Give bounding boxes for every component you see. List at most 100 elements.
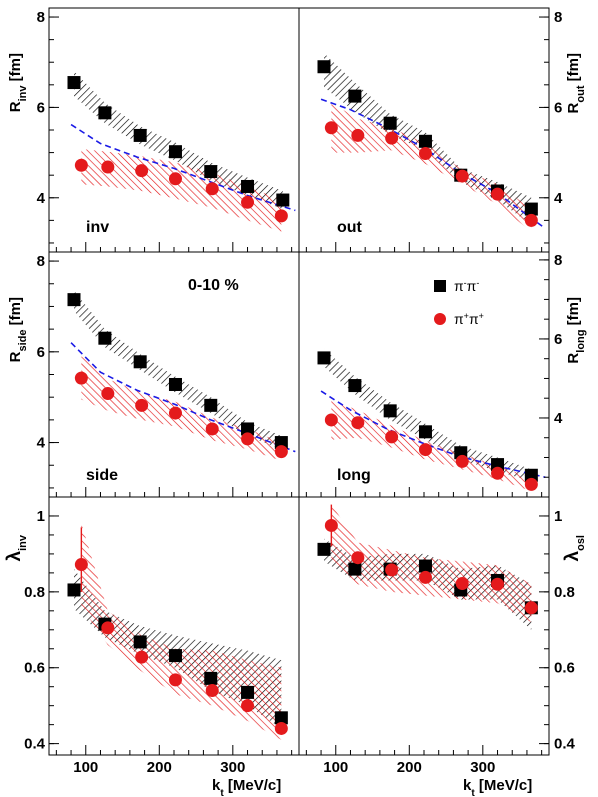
pi-minus-marker: [317, 351, 331, 365]
pi-plus-marker: [274, 721, 288, 735]
y-tick-label: 0.6: [24, 660, 45, 677]
pi-plus-marker: [205, 182, 219, 196]
y-tick-label: 8: [37, 9, 45, 26]
pi-plus-marker: [455, 577, 469, 591]
pi-minus-marker: [383, 116, 397, 130]
pi-minus-marker: [204, 671, 218, 685]
pi-plus-marker: [418, 146, 432, 160]
pi-minus-systematic-band: [74, 71, 283, 210]
panel-label-rout: out: [337, 219, 363, 236]
y-tick-label: 1: [37, 508, 45, 525]
pi-minus-marker: [168, 377, 182, 391]
pi-minus-marker: [348, 562, 362, 576]
y-tick-label: 6: [554, 331, 562, 348]
pi-plus-systematic-band: [81, 148, 282, 232]
pi-minus-marker: [348, 379, 362, 393]
y-tick-label: 6: [554, 99, 562, 116]
pi-minus-marker: [418, 559, 432, 573]
pi-plus-marker: [135, 650, 149, 664]
pi-minus-marker: [524, 468, 538, 482]
y-axis-label-rside: Rside [fm]: [7, 297, 29, 362]
pi-plus-systematic-band: [81, 356, 282, 461]
pi-minus-marker: [241, 179, 255, 193]
pi-minus-marker: [524, 202, 538, 216]
model-curve: [70, 123, 296, 212]
pi-minus-marker: [133, 128, 147, 142]
legend-marker-pi-minus: [434, 280, 446, 292]
pi-minus-systematic-band: [324, 348, 532, 482]
y-tick-label: 8: [37, 253, 45, 270]
pi-plus-marker: [385, 563, 399, 577]
pi-plus-marker: [101, 160, 115, 174]
y-axis-label-linv: λinv: [4, 534, 29, 561]
pi-minus-marker: [241, 685, 255, 699]
pi-plus-marker: [351, 551, 365, 565]
pi-minus-marker: [274, 436, 288, 450]
pi-plus-marker: [241, 195, 255, 209]
pi-plus-marker: [455, 454, 469, 468]
pi-plus-marker: [168, 172, 182, 186]
pi-plus-marker: [168, 673, 182, 687]
pi-plus-marker: [101, 621, 115, 635]
pi-plus-marker: [274, 209, 288, 223]
pi-plus-marker: [351, 128, 365, 142]
x-tick-label: 200: [397, 759, 422, 776]
y-tick-label: 0.8: [554, 584, 575, 601]
pi-minus-marker: [204, 398, 218, 412]
pi-plus-marker: [324, 413, 338, 427]
pi-minus-marker: [67, 583, 81, 597]
y-tick-label: 0.8: [24, 584, 45, 601]
x-axis-label-right: kt [MeV/c]: [463, 777, 532, 797]
panel-rout: 4 6 8 Rout [fm] out: [298, 7, 587, 253]
pi-plus-marker: [385, 131, 399, 145]
legend: π-π- π+π+: [434, 278, 484, 327]
y-tick-label: 8: [554, 252, 562, 269]
y-tick-label: 4: [554, 190, 563, 207]
pi-minus-marker: [418, 425, 432, 439]
pi-plus-marker: [274, 445, 288, 459]
y-axis-label-losl: λosl: [562, 535, 587, 561]
pi-minus-marker: [133, 355, 147, 369]
pi-minus-marker: [168, 649, 182, 663]
pi-minus-systematic-band: [74, 290, 282, 450]
pi-plus-marker: [168, 406, 182, 420]
legend-label-pi-minus: π-π-: [454, 278, 479, 294]
pi-plus-marker: [491, 577, 505, 591]
pi-minus-marker: [241, 422, 255, 436]
pi-plus-marker: [385, 430, 399, 444]
pi-plus-systematic-band: [331, 102, 532, 232]
y-tick-label: 4: [37, 435, 46, 452]
pi-plus-marker: [524, 601, 538, 615]
y-tick-label: 0.6: [554, 660, 575, 677]
pi-plus-systematic-band: [81, 523, 282, 740]
pi-plus-marker: [455, 169, 469, 183]
pi-minus-marker: [317, 60, 331, 74]
pi-plus-marker: [74, 371, 88, 385]
pi-plus-marker: [524, 477, 538, 491]
pi-minus-marker: [133, 635, 147, 649]
pi-plus-marker: [324, 121, 338, 135]
y-tick-label: 0.4: [554, 736, 576, 753]
y-axis-label-rinv: Rinv [fm]: [7, 53, 29, 112]
pi-plus-marker: [491, 187, 505, 201]
pi-plus-marker: [351, 416, 365, 430]
pi-plus-marker: [135, 164, 149, 178]
pi-minus-marker: [204, 165, 218, 179]
panel-label-rinv: inv: [86, 219, 109, 236]
panels-group: 4 6 8 Rinv [fm] inv 4 6 8 Rout [fm] out 4 6 8 Rside […: [4, 7, 587, 776]
y-tick-label: 4: [554, 410, 563, 427]
panel-losl: 0.4 0.6 0.8 1 100 200 300 λosl: [298, 496, 587, 776]
pi-plus-marker: [241, 432, 255, 446]
pi-plus-marker: [74, 158, 88, 172]
panel-rinv: 4 6 8 Rinv [fm] inv: [7, 7, 300, 253]
y-tick-label: 4: [37, 190, 46, 207]
pi-plus-marker: [74, 558, 88, 572]
panel-linv: 0.4 0.6 0.8 1 100 200 300 λinv: [4, 496, 300, 776]
pi-minus-marker: [274, 711, 288, 725]
panel-label-rside: side: [86, 467, 118, 484]
x-tick-label: 200: [147, 759, 172, 776]
pi-plus-marker: [135, 398, 149, 412]
x-tick-label: 300: [470, 759, 495, 776]
y-tick-label: 6: [37, 344, 45, 361]
